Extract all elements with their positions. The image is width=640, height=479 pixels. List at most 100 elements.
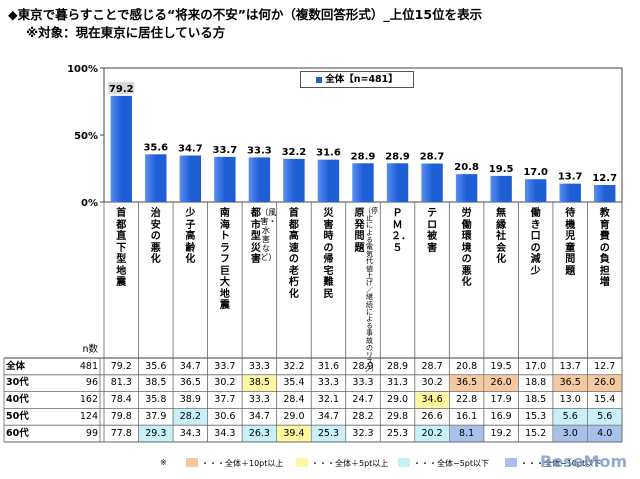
table-cell: 79.8 [110,410,132,422]
bar-value-label: 32.2 [282,147,307,158]
table-row-label: 60代 [6,427,29,439]
category-label: 少子高齢化 [185,208,196,265]
table-highlight-cell [242,425,277,442]
table-highlight-cell [553,375,587,392]
table-cell: 34.7 [317,410,340,422]
table-cell: 33.3 [352,377,374,389]
table-row-n: 162 [79,394,98,406]
bar [386,163,409,202]
bar-value-label: 35.6 [143,142,168,153]
note-marker: ※ [160,458,167,467]
table-cell: 36.5 [179,377,201,389]
table-cell: 35.6 [145,360,167,372]
category-label: 治安の悪化 [150,208,161,265]
bar [455,174,478,202]
category-label: 首都高速の老朽化 [288,208,299,300]
chart-subtitle: ※対象：現在東京に居住している方 [26,25,226,40]
bar-value-label: 31.6 [316,148,341,159]
bar-value-label: 33.7 [213,145,238,156]
category-label: 都市型災害 [250,208,261,265]
table-highlight-cell [553,408,587,425]
table-cell: 37.7 [214,394,236,406]
table-cell: 18.8 [525,377,547,389]
table-highlight-cell [449,375,484,392]
table-row-n: 99 [85,427,98,439]
category-label: ＰＭ２．５ [391,208,412,254]
table-cell: 33.3 [248,360,270,372]
table-cell: 15.2 [525,427,547,439]
bar-value-label: 12.7 [592,173,617,184]
bar [594,184,616,202]
chart-legend: 全体【n=481】 [300,71,414,88]
table-cell: 78.4 [110,394,132,406]
table-row-n: 481 [79,360,98,372]
table-cell: 38.9 [179,394,201,406]
table-cell: 29.8 [386,410,409,422]
table-cell: 79.2 [110,360,132,372]
category-label: 働き口の減少 [530,208,541,277]
table-highlight-cell [553,425,587,442]
table-highlight-cell [311,425,346,442]
table-cell: 32.2 [283,360,305,372]
table-cell: 5.6 [597,410,613,422]
table-cell: 29.0 [283,410,305,422]
category-sublabel: （風害・水害など） [260,208,277,262]
bar-value-label: 28.9 [351,151,376,162]
table-cell: 16.1 [456,410,478,422]
table-highlight-cell [587,408,622,425]
note-swatch [505,458,517,467]
table-cell: 20.2 [421,427,443,439]
table-highlight-cell [484,375,518,392]
category-label: 災害時の帰宅難民 [323,208,334,300]
table-highlight-cell [415,392,449,408]
y-tick-label: 0% [81,198,98,209]
table-cell: 28.7 [421,360,443,372]
table-cell: 28.2 [179,410,201,422]
table-cell: 5.6 [562,410,578,422]
table-cell: 31.6 [317,360,340,372]
category-label: 無縁社会化 [496,208,507,265]
table-cell: 25.3 [386,427,409,439]
table-cell: 3.0 [562,427,578,439]
bar-value-label: 34.7 [178,144,203,155]
table-cell: 26.0 [490,377,512,389]
bar-value-label: 20.8 [454,162,479,173]
table-highlight-cell [449,425,484,442]
category-label: 原発問題 [354,208,365,254]
category-sublabel: （停止による電気代値上げ／継続による事故のリスク） [364,207,378,374]
bar-value-label: 28.9 [385,151,410,162]
table-cell: 26.3 [248,427,270,439]
note-swatch [296,458,308,467]
table-cell: 33.3 [317,377,340,389]
table-cell: 19.5 [490,360,512,372]
table-highlight-cell [173,408,208,425]
bar [490,175,512,202]
table-highlight-cell [415,425,449,442]
table-cell: 15.4 [594,394,616,406]
table-cell: 16.9 [490,410,512,422]
table-cell: 34.7 [179,360,201,372]
table-cell: 36.5 [456,377,478,389]
table-highlight-cell [277,425,311,442]
bar [145,154,167,202]
table-cell: 28.9 [352,360,374,372]
table-cell: 28.4 [283,394,305,406]
bar [524,179,547,202]
bar [559,183,581,202]
note-label: ・・・全体−5pt以下 [413,459,490,468]
table-highlight-cell [587,425,622,442]
table-cell: 36.5 [559,377,581,389]
table-cell: 39.4 [283,427,305,439]
table-row-label: 40代 [6,394,29,406]
table-cell: 12.7 [594,360,616,372]
bar-value-label: 33.3 [247,145,272,156]
table-highlight-cell [587,375,622,392]
table-row-label: 50代 [6,410,29,422]
table-cell: 28.2 [352,410,374,422]
table-cell: 35.4 [283,377,305,389]
table-cell: 37.9 [145,410,167,422]
bar [352,163,374,202]
bar-label-bg [108,81,135,94]
table-n-header: n数 [82,344,98,356]
